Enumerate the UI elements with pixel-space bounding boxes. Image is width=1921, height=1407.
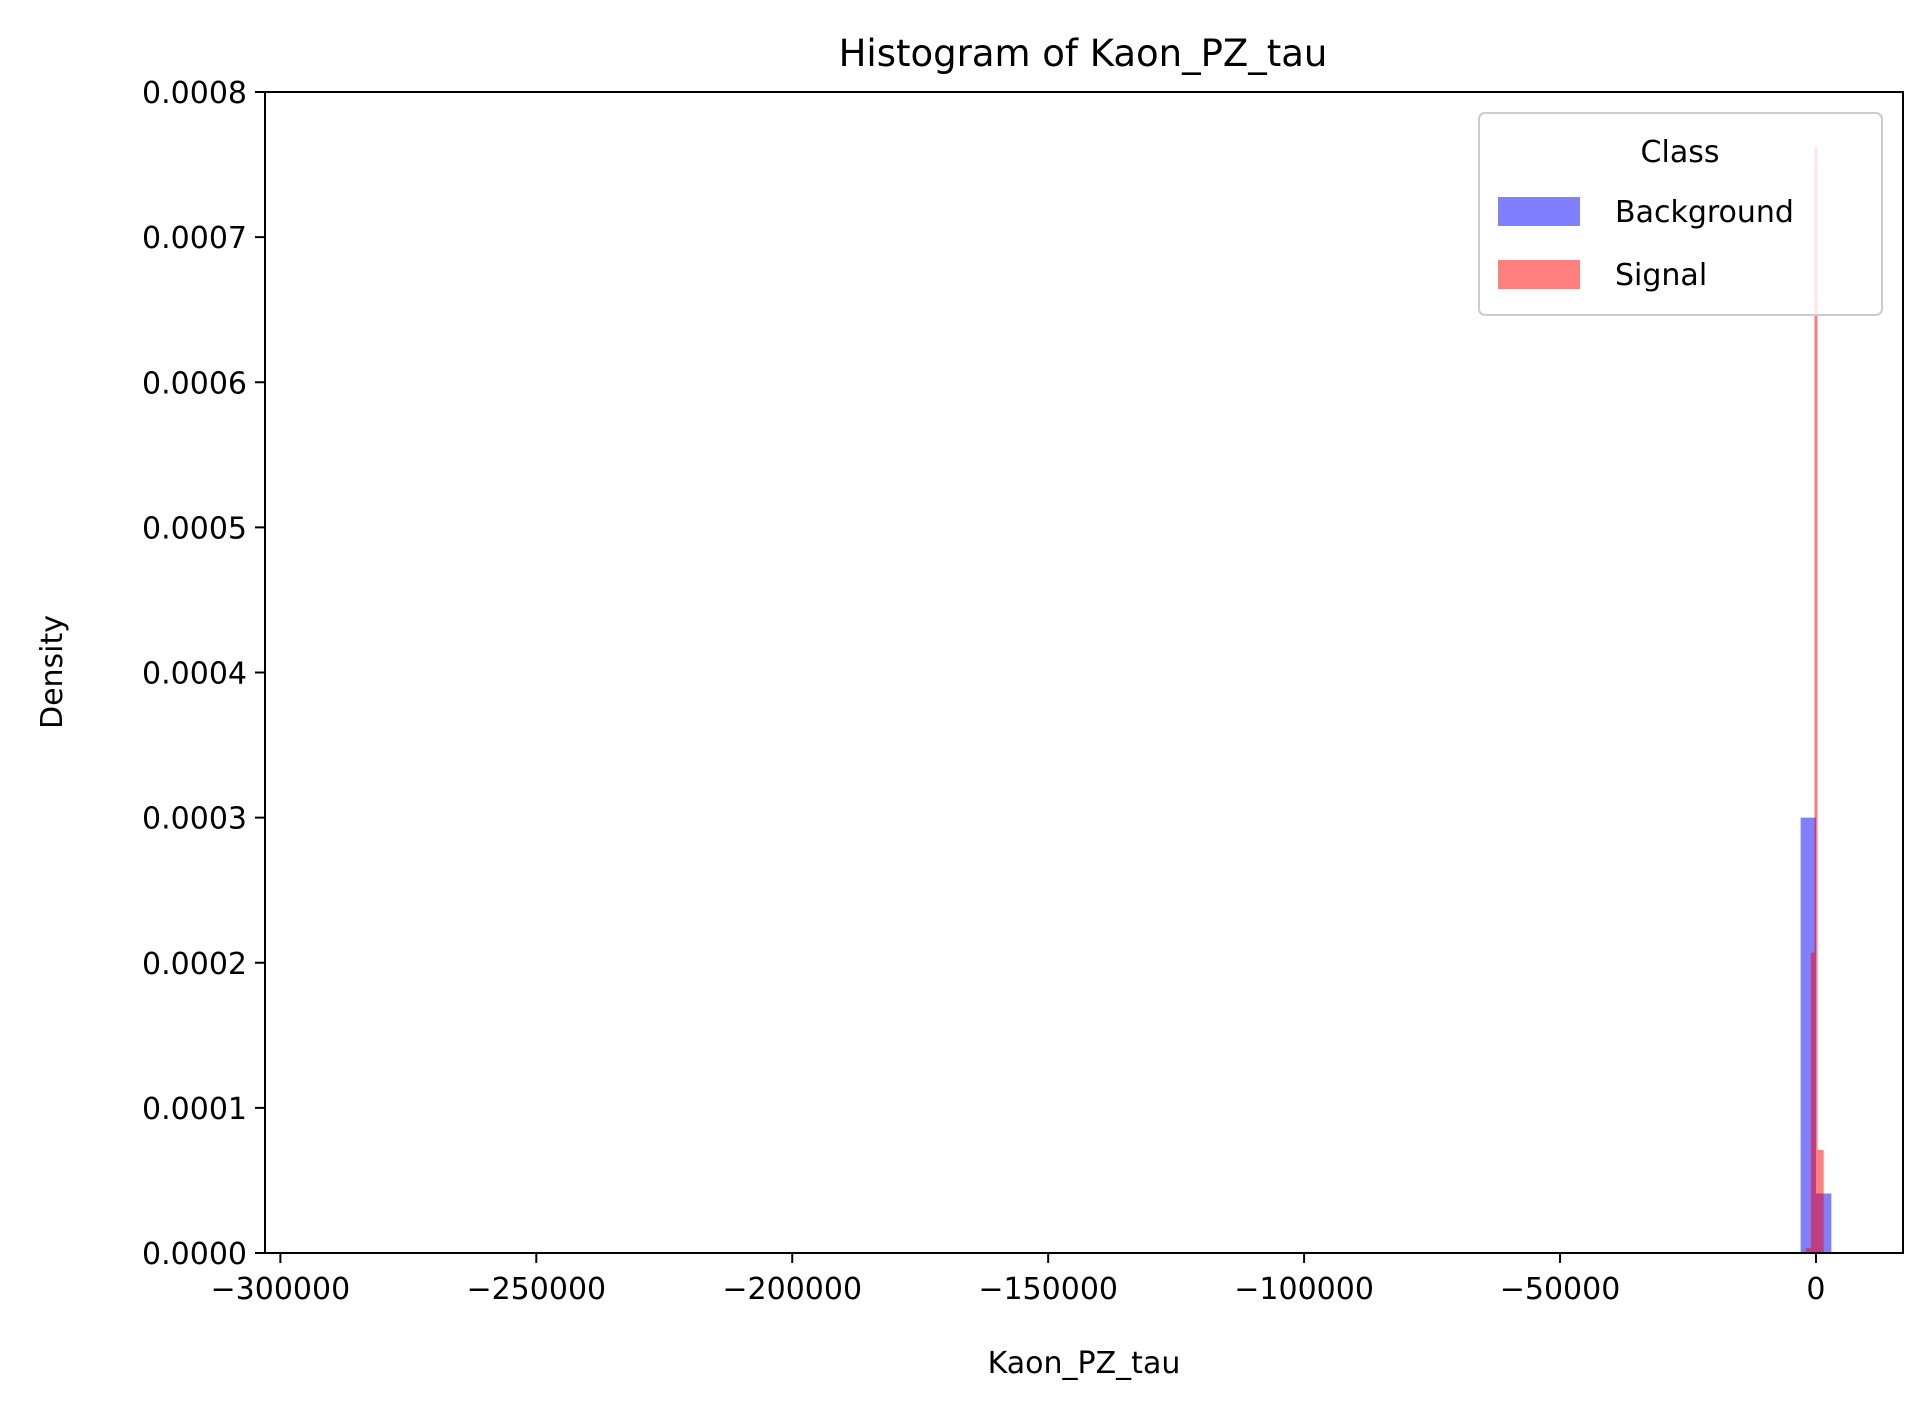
x-tick-label: −200000 [722,1272,862,1307]
x-axis-ticks: −300000 −250000 −200000 −150000 −100000 −5000… [211,1253,1826,1307]
x-tick-label: 0 [1806,1272,1825,1307]
legend-swatch-signal [1498,260,1580,289]
y-tick-label: 0.0006 [142,366,247,401]
bars-group [1800,147,1832,1254]
x-tick-label: −150000 [978,1272,1118,1307]
y-axis-ticks: 0.0000 0.0001 0.0002 0.0003 0.0004 0.0005 0.00… [142,76,265,1272]
y-tick-label: 0.0002 [142,947,247,982]
x-tick-label: −250000 [466,1272,606,1307]
legend-title: Class [1641,135,1720,170]
y-tick-label: 0.0000 [142,1237,247,1272]
y-tick-label: 0.0005 [142,511,247,546]
y-axis-label: Density [35,615,70,729]
y-tick-label: 0.0007 [142,221,247,256]
legend-label-background: Background [1615,195,1794,230]
y-tick-label: 0.0004 [142,657,247,692]
bar-signal-2 [1814,147,1818,1253]
y-tick-label: 0.0008 [142,76,247,111]
x-axis-label: Kaon_PZ_tau [988,1346,1181,1381]
x-tick-label: −300000 [211,1272,351,1307]
legend-swatch-background [1498,197,1580,226]
x-tick-label: −100000 [1234,1272,1374,1307]
bar-signal-0 [1805,1248,1811,1253]
x-tick-label: −50000 [1500,1272,1621,1307]
chart-title: Histogram of Kaon_PZ_tau [839,32,1328,75]
y-tick-label: 0.0001 [142,1092,247,1127]
y-tick-label: 0.0003 [142,802,247,837]
legend-label-signal: Signal [1615,258,1707,293]
legend: Class Background Signal [1478,112,1883,316]
bar-signal-3 [1817,1149,1824,1253]
bar-signal-1 [1810,952,1815,1253]
